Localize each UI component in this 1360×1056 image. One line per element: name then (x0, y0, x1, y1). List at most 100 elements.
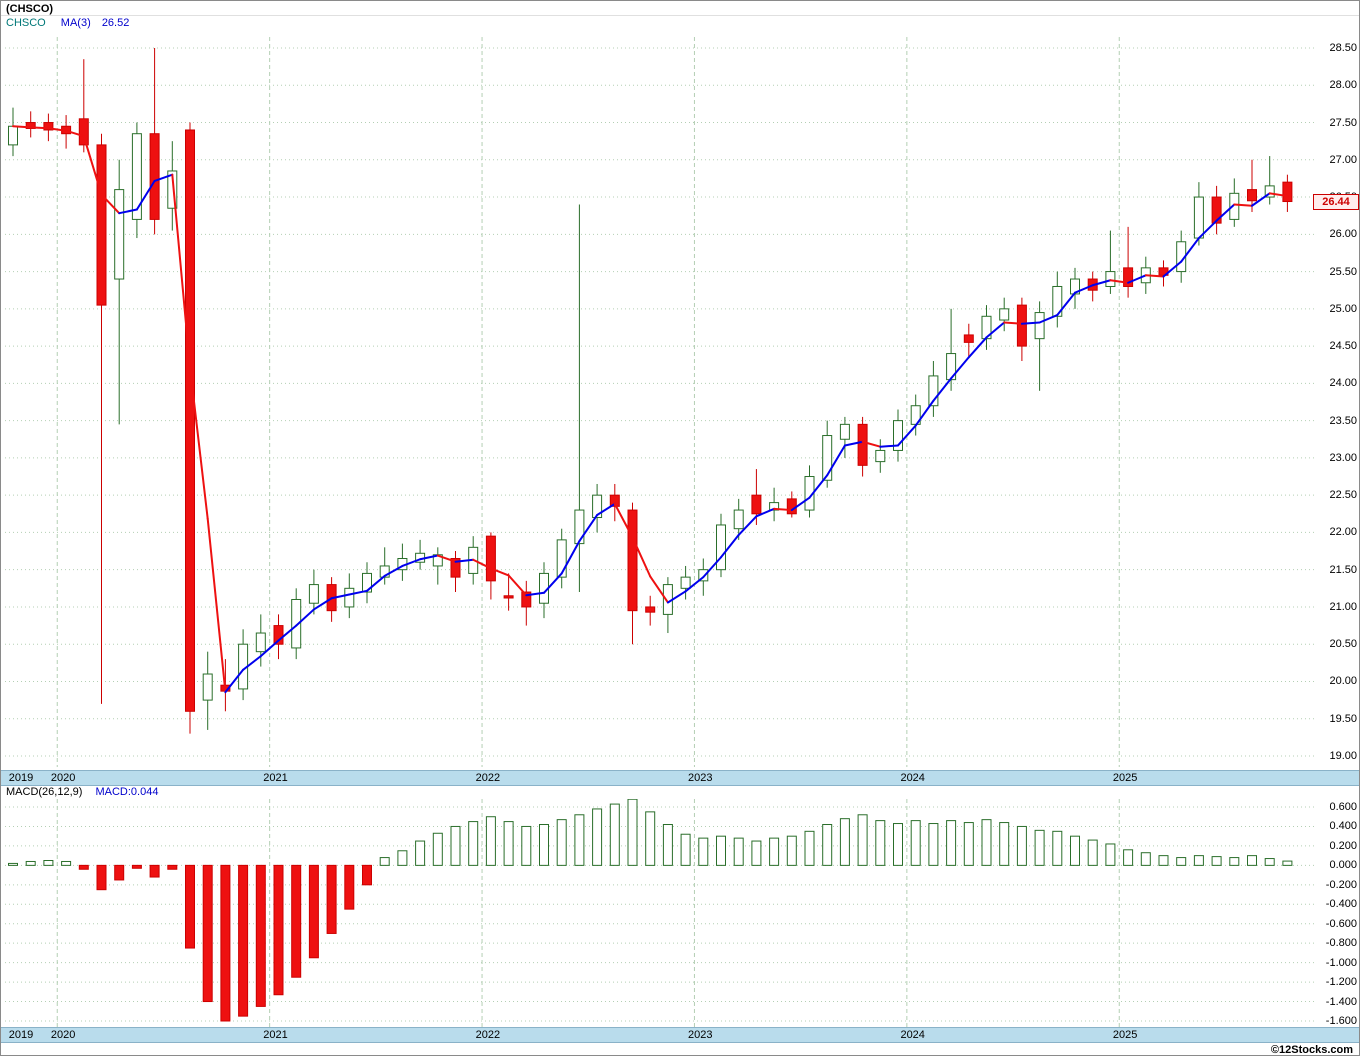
ma-line-segment (843, 440, 864, 447)
copyright-link[interactable]: ©12Stocks.com (1270, 1044, 1353, 1056)
ma-line-segment (401, 558, 422, 567)
candle-body (308, 584, 319, 604)
ma-line-segment (118, 208, 138, 215)
ma-line-segment (1038, 314, 1059, 324)
ma-line-segment (773, 507, 793, 512)
macd-bar-negative (273, 864, 284, 996)
candle-body (556, 539, 567, 578)
year-label: 2024 (900, 772, 925, 784)
macd-bar-positive (609, 803, 620, 866)
year-label: 2020 (50, 772, 76, 784)
macd-bar-negative (131, 864, 142, 869)
macd-bar-positive (485, 816, 496, 866)
candle-body (716, 524, 726, 571)
candle-body (25, 122, 36, 129)
macd-bar-positive (769, 837, 780, 866)
candle-body (1193, 196, 1204, 239)
ma-line-segment (1091, 279, 1112, 287)
candle-body (769, 502, 780, 511)
macd-bar-positive (627, 799, 638, 866)
year-label: 2023 (688, 1029, 713, 1041)
ma-line-segment (259, 639, 280, 658)
last-price-tag: 26.44 (1313, 193, 1359, 210)
candle-body (149, 133, 160, 220)
macd-tick-label: 0.000 (1329, 859, 1357, 872)
symbol-label: CHSCO (6, 17, 46, 29)
price-tick-label: 25.00 (1329, 302, 1357, 315)
macd-tick-label: -0.600 (1325, 917, 1357, 930)
ma-line-segment (879, 444, 899, 448)
macd-bar-positive (839, 818, 850, 866)
macd-tick-label: 0.200 (1329, 839, 1357, 852)
ma-line-segment (826, 444, 846, 477)
ma-line-segment (153, 173, 174, 182)
ma-line-segment (436, 554, 457, 563)
year-label: 2023 (688, 772, 713, 784)
ma-line-segment (1268, 192, 1289, 198)
ma-line-segment (737, 515, 758, 536)
macd-bar-negative (202, 864, 213, 1003)
year-label: 2019 (8, 1029, 34, 1041)
price-tick-label: 20.00 (1329, 675, 1357, 688)
candle-body (43, 122, 54, 131)
candle-body (185, 129, 195, 712)
price-tick-label: 27.50 (1329, 116, 1357, 129)
macd-bar-positive (928, 823, 939, 866)
macd-bar-positive (450, 825, 461, 866)
macd-bar-negative (185, 864, 195, 949)
ma-line-segment (189, 366, 209, 520)
candle-body (1264, 185, 1275, 198)
candle-body (893, 420, 903, 451)
macd-bar-positive (61, 860, 72, 866)
candle-body (574, 509, 585, 545)
candle-body (963, 334, 974, 343)
ma-line-segment (171, 173, 191, 369)
macd-bar-positive (875, 820, 886, 866)
macd-bar-positive (43, 860, 54, 866)
candle-body (1034, 312, 1045, 340)
macd-bar-positive (1193, 855, 1204, 866)
macd-tick-label: -0.800 (1325, 937, 1357, 950)
candle-body (645, 606, 656, 613)
macd-bar-positive (1105, 843, 1116, 866)
ma-line-segment (277, 624, 298, 642)
page-title: (CHSCO) (6, 3, 54, 15)
year-label: 2021 (263, 1029, 288, 1041)
macd-bar-positive (415, 840, 426, 866)
macd-bar-positive (857, 814, 868, 866)
candle-body (202, 673, 213, 701)
macd-bar-positive (1282, 860, 1293, 866)
year-axis-top: 2019 2020 2021 2022 2023 2024 2025 (1, 770, 1359, 786)
ma-line-segment (489, 567, 510, 577)
macd-bar-positive (893, 823, 903, 866)
ma-line-segment (967, 336, 988, 359)
macd-bar-positive (804, 830, 815, 866)
price-tick-label: 19.50 (1329, 712, 1357, 725)
price-tick-label: 24.00 (1329, 377, 1357, 390)
ma-line-segment (578, 514, 599, 543)
ma-line-segment (507, 574, 528, 597)
candle-body (78, 118, 89, 146)
ma-line-segment (1074, 284, 1094, 294)
macd-bar-positive (910, 820, 921, 866)
macd-bar-positive (468, 821, 479, 866)
main-chart-legend: CHSCO MA(3) 26.52 (6, 17, 129, 29)
macd-bar-positive (432, 832, 443, 866)
macd-tick-label: -1.600 (1325, 1015, 1357, 1027)
year-label: 2025 (1112, 772, 1138, 784)
macd-bar-positive (1229, 857, 1240, 866)
macd-bar-positive (1052, 830, 1063, 866)
macd-bar-positive (981, 819, 992, 866)
macd-bar-positive (1087, 839, 1098, 866)
macd-bar-positive (963, 822, 974, 866)
candle-body (1229, 192, 1240, 220)
macd-legend: MACD(26,12,9) MACD:0.044 (6, 786, 158, 798)
candle-body (450, 558, 461, 578)
candle-body (733, 509, 744, 530)
macd-bar-positive (25, 860, 36, 866)
macd-bar-positive (379, 857, 390, 866)
macd-bar-negative (96, 864, 107, 891)
candle-body (1123, 267, 1134, 287)
macd-bar-negative (114, 864, 125, 881)
macd-bar-positive (1264, 858, 1275, 866)
